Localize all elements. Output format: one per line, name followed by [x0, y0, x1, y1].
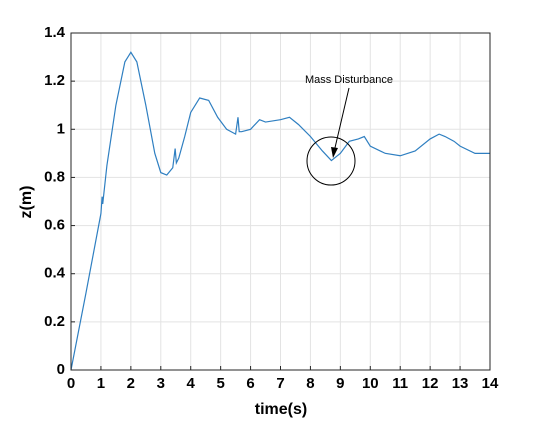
annotation-circle — [306, 136, 356, 186]
x-tick-label: 10 — [362, 375, 379, 392]
x-tick-label: 3 — [157, 375, 165, 392]
x-tick-label: 7 — [276, 375, 284, 392]
y-tick-label: 0.4 — [44, 265, 66, 282]
x-tick-label: 8 — [306, 375, 314, 392]
y-tick-label: 0.8 — [44, 168, 65, 185]
x-tick-label: 1 — [97, 375, 105, 392]
y-tick-label: 1 — [57, 120, 65, 137]
y-tick-label: 0 — [57, 361, 65, 378]
data-line — [70, 51, 490, 371]
annotation-arrow — [333, 87, 350, 153]
x-tick-label: 2 — [127, 375, 135, 392]
x-tick-label: 12 — [422, 375, 439, 392]
x-axis-label: time(s) — [255, 401, 307, 418]
x-tick-label: 6 — [246, 375, 254, 392]
y-tick-label: 0.2 — [44, 313, 65, 330]
y-tick-label: 1.4 — [44, 24, 66, 41]
x-tick-label: 5 — [216, 375, 224, 392]
plot — [70, 51, 490, 371]
x-tick-label: 4 — [187, 375, 196, 392]
x-tick-label: 0 — [67, 375, 75, 392]
y-tick-label: 0.6 — [44, 217, 65, 234]
y-axis-label: z(m) — [18, 186, 35, 219]
arrow-head — [331, 147, 338, 158]
annotation: Mass Disturbance — [305, 74, 393, 86]
x-tick-label: 14 — [482, 375, 499, 392]
x-tick-label: 13 — [452, 375, 469, 392]
x-tick-label: 11 — [392, 375, 408, 392]
x-tick-label: 9 — [336, 375, 344, 392]
y-tick-label: 1.2 — [44, 72, 65, 89]
